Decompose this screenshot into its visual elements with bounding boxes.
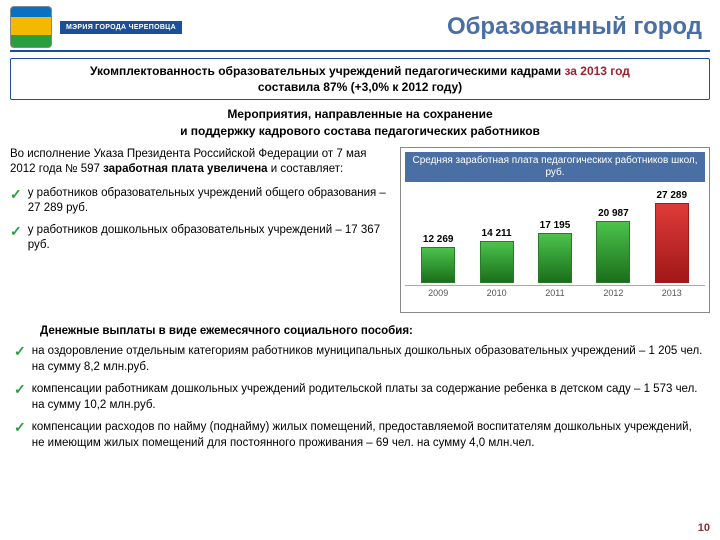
decree-post: и составляет: <box>268 163 344 175</box>
x-axis: 2009 2010 2011 2012 2013 <box>405 285 705 298</box>
bar-wrap: 12 269 <box>413 234 463 283</box>
x-tick: 2009 <box>413 286 463 298</box>
list-item-text: у работников дошкольных образовательных … <box>28 223 390 254</box>
list-item-text: у работников образовательных учреждений … <box>28 186 390 217</box>
decree-bold: заработная плата увеличена <box>103 163 267 175</box>
page-number: 10 <box>698 522 710 534</box>
bar-value-label: 20 987 <box>588 208 638 219</box>
chart-title: Средняя заработная плата педагогических … <box>405 152 705 182</box>
check-icon: ✓ <box>14 419 26 436</box>
bar-wrap: 17 195 <box>530 220 580 283</box>
list-item-text: компенсации расходов по найму (поднайму)… <box>32 419 706 451</box>
check-icon: ✓ <box>10 223 22 240</box>
bar <box>655 203 689 283</box>
bars-container: 12 269 14 211 17 195 20 987 27 289 <box>405 188 705 283</box>
list-item: ✓ у работников дошкольных образовательны… <box>10 223 390 254</box>
info-line1-highlight: за 2013 год <box>564 64 629 78</box>
bar <box>480 241 514 283</box>
page-title: Образованный город <box>182 13 710 41</box>
list-item: ✓ компенсации расходов по найму (поднайм… <box>14 419 706 451</box>
check-icon: ✓ <box>14 343 26 360</box>
decree-paragraph: Во исполнение Указа Президента Российско… <box>10 147 390 178</box>
brand-badge: МЭРИЯ ГОРОДА ЧЕРЕПОВЦА <box>60 21 182 34</box>
sub-title: Мероприятия, направленные на сохранение … <box>0 106 720 138</box>
list-item-text: компенсации работникам дошкольных учрежд… <box>32 381 706 413</box>
list-item-text: на оздоровление отдельным категориям раб… <box>32 343 706 375</box>
list-item: ✓ на оздоровление отдельным категориям р… <box>14 343 706 375</box>
bar <box>596 221 630 283</box>
x-tick: 2011 <box>530 286 580 298</box>
check-icon: ✓ <box>14 381 26 398</box>
salary-chart: Средняя заработная плата педагогических … <box>400 147 710 313</box>
info-line1-pre: Укомплектованность образовательных учреж… <box>90 64 564 78</box>
payments-title: Денежные выплаты в виде ежемесячного соц… <box>40 323 706 339</box>
divider <box>10 50 710 52</box>
bar-value-label: 27 289 <box>647 190 697 201</box>
sub-title-line1: Мероприятия, направленные на сохранение <box>0 106 720 122</box>
bar-wrap: 14 211 <box>472 228 522 283</box>
city-emblem <box>10 6 52 48</box>
bar-value-label: 14 211 <box>472 228 522 239</box>
salary-list: ✓ у работников образовательных учреждени… <box>10 186 390 254</box>
x-tick: 2013 <box>647 286 697 298</box>
bar <box>421 247 455 283</box>
left-column: Во исполнение Указа Президента Российско… <box>10 147 390 313</box>
info-line2: составила 87% (+3,0% к 2012 году) <box>19 79 701 95</box>
x-tick: 2012 <box>588 286 638 298</box>
check-icon: ✓ <box>10 186 22 203</box>
bar-value-label: 17 195 <box>530 220 580 231</box>
list-item: ✓ у работников образовательных учреждени… <box>10 186 390 217</box>
bar-wrap: 20 987 <box>588 208 638 283</box>
bar <box>538 233 572 283</box>
sub-title-line2: и поддержку кадрового состава педагогиче… <box>0 123 720 139</box>
chart-area: 12 26914 21117 19520 98727 289 200920102… <box>405 188 705 308</box>
info-box: Укомплектованность образовательных учреж… <box>10 58 710 100</box>
bar-wrap: 27 289 <box>647 190 697 283</box>
payments-block: Денежные выплаты в виде ежемесячного соц… <box>14 323 706 452</box>
list-item: ✓ компенсации работникам дошкольных учре… <box>14 381 706 413</box>
x-tick: 2010 <box>472 286 522 298</box>
bar-value-label: 12 269 <box>413 234 463 245</box>
payments-list: ✓ на оздоровление отдельным категориям р… <box>14 343 706 452</box>
